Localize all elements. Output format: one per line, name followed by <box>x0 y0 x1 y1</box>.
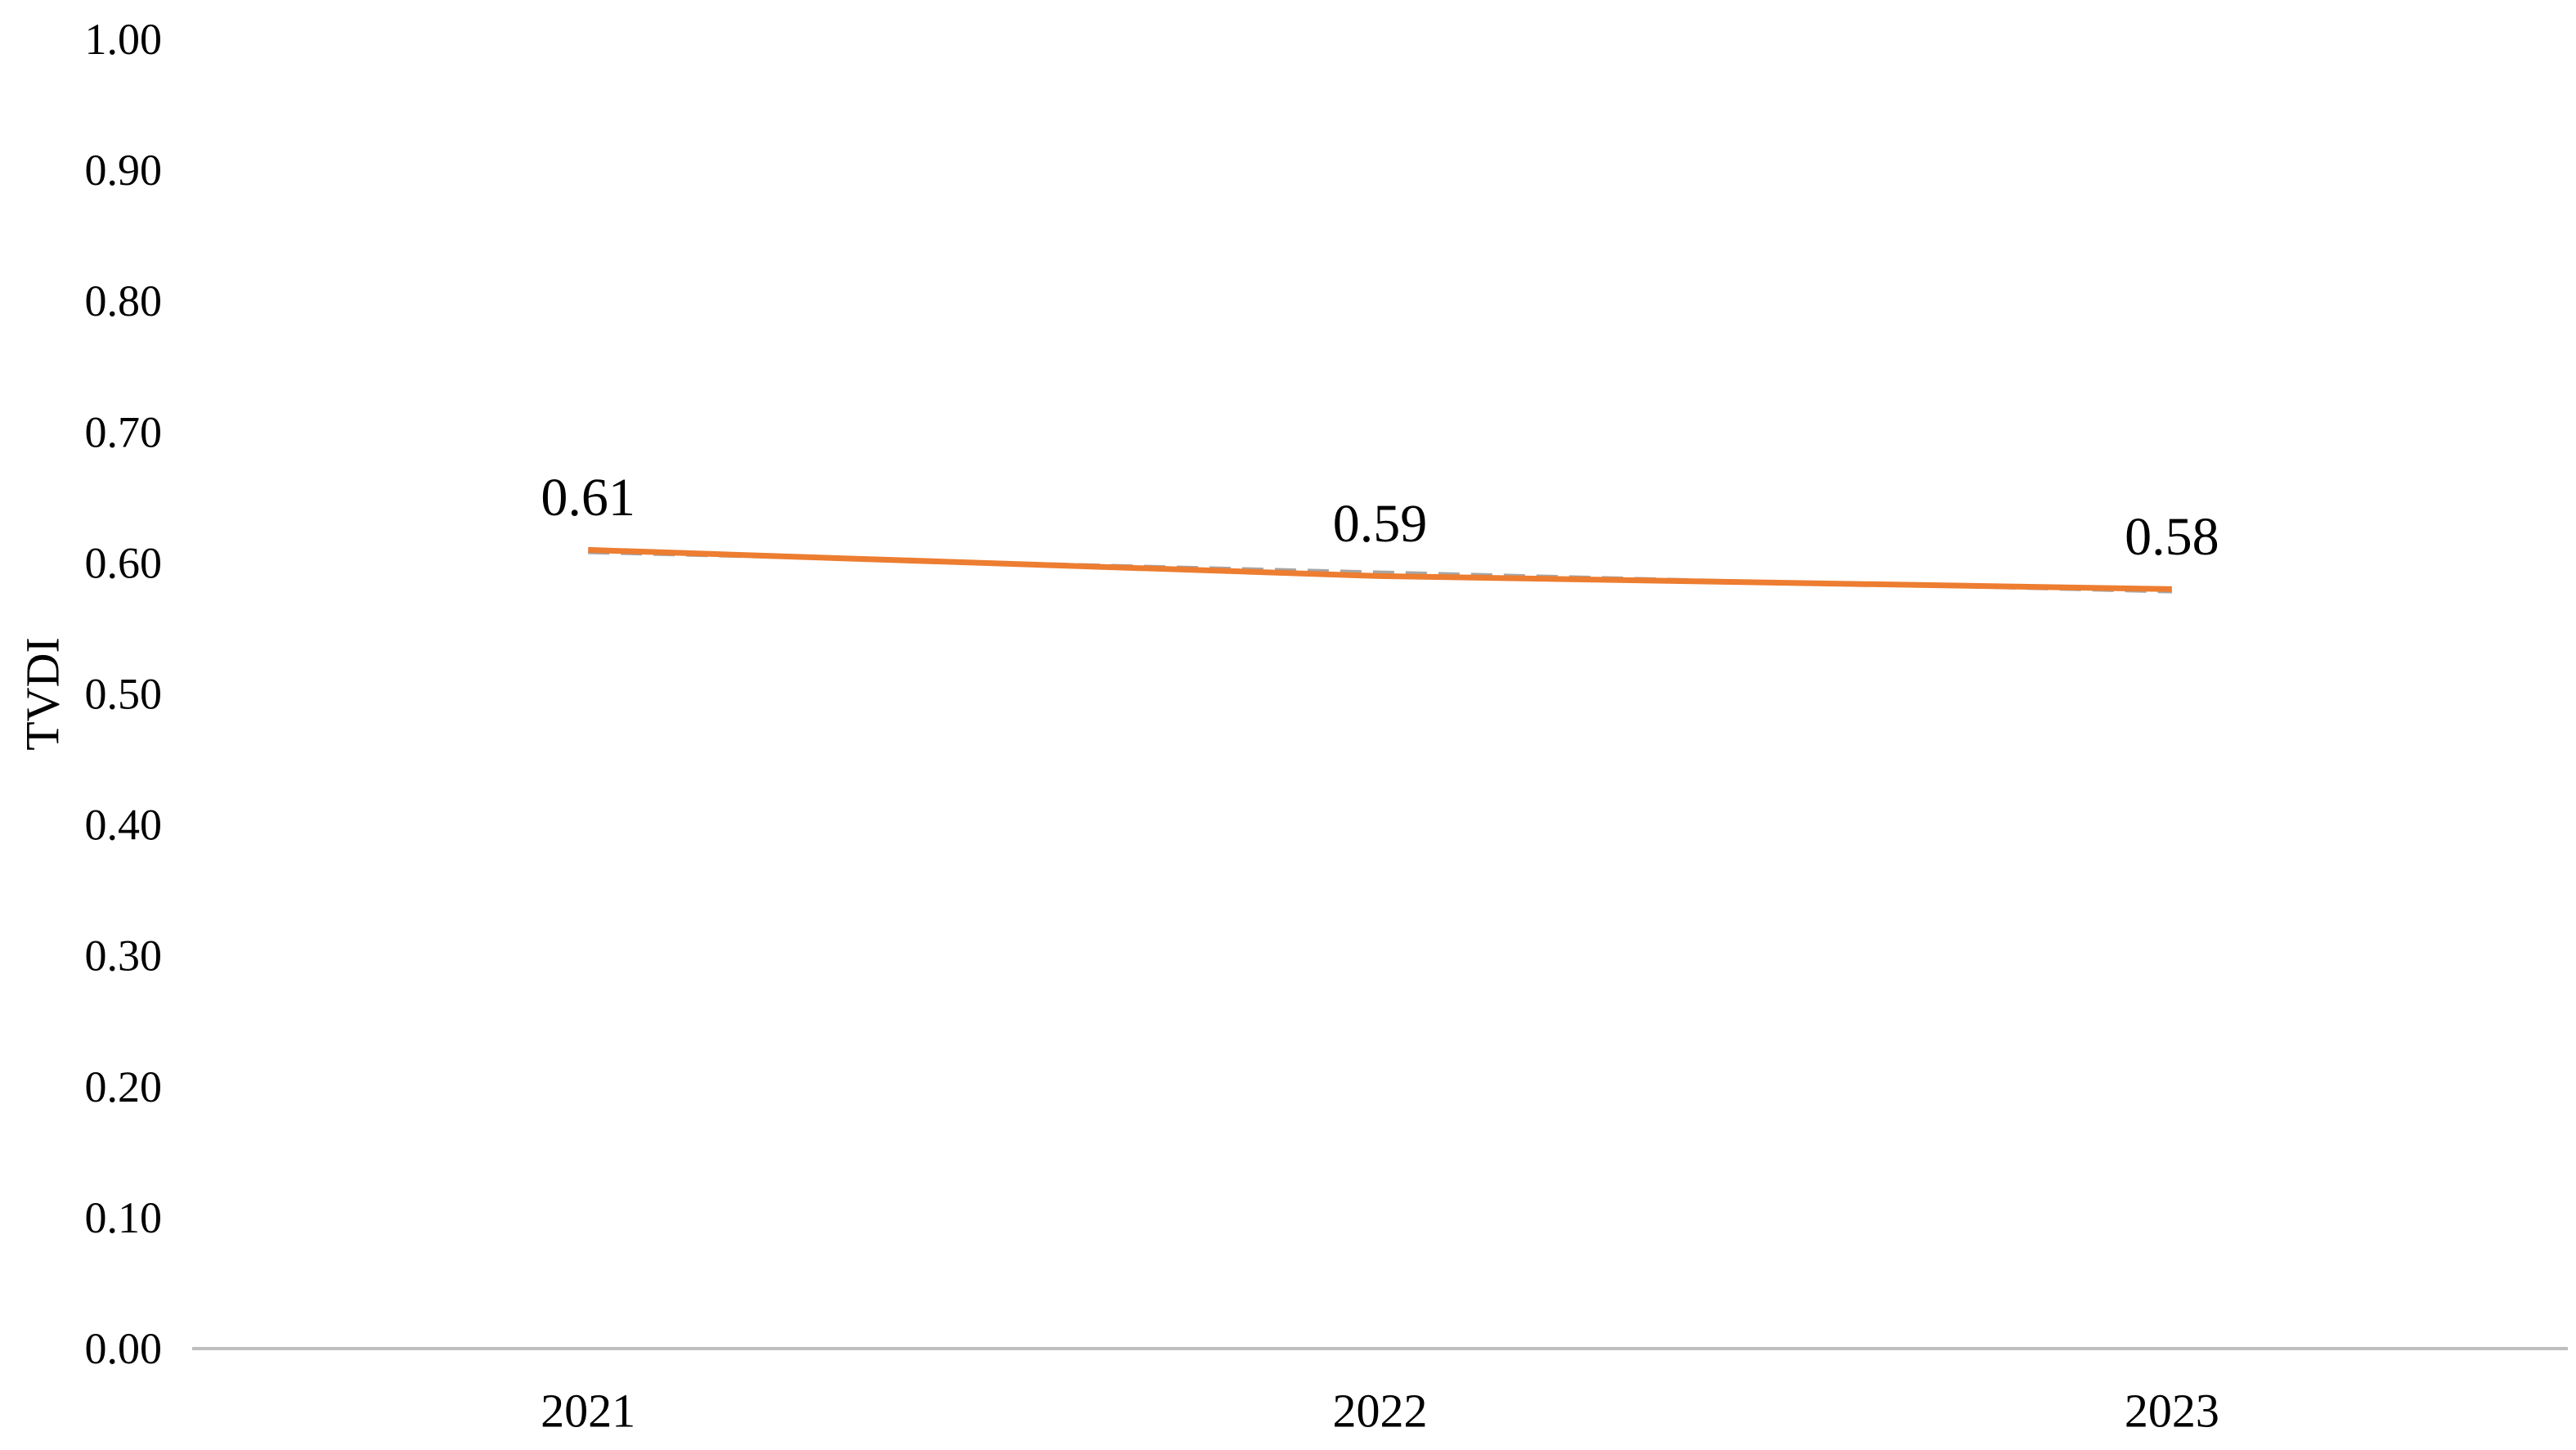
data-label: 0.61 <box>541 468 635 527</box>
y-tick-label: 0.50 <box>85 670 163 719</box>
y-tick-label: 0.30 <box>85 932 163 981</box>
y-axis-title: TVDI <box>16 637 70 751</box>
series-line-tvdi <box>588 546 2172 592</box>
y-tick-label: 0.70 <box>85 407 163 456</box>
y-tick-label: 0.40 <box>85 801 163 850</box>
y-tick-label: 0.90 <box>85 146 163 195</box>
data-label: 0.59 <box>1333 494 1428 554</box>
y-tick-label: 0.00 <box>85 1324 163 1373</box>
y-tick-label: 0.80 <box>85 276 163 325</box>
y-tick-label: 0.20 <box>85 1062 163 1111</box>
x-tick-label: 2023 <box>2125 1385 2219 1438</box>
x-tick-label: 2021 <box>541 1385 635 1438</box>
x-tick-label: 2022 <box>1333 1385 1428 1438</box>
y-tick-label: 0.10 <box>85 1193 163 1242</box>
y-tick-label: 0.60 <box>85 538 163 587</box>
data-label: 0.58 <box>2125 507 2219 567</box>
y-tick-label: 1.00 <box>85 15 163 64</box>
